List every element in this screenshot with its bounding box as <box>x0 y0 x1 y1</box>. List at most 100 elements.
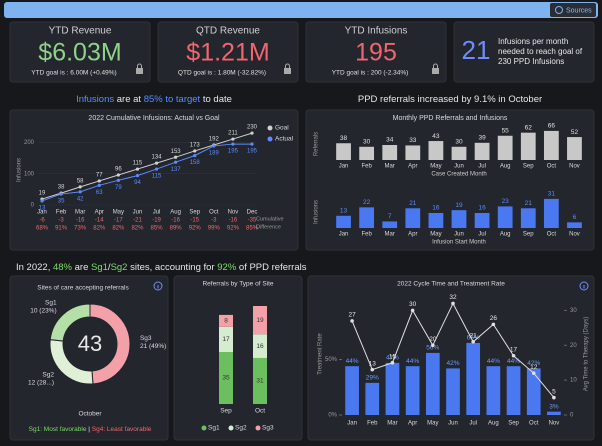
x-tick-label: Jun <box>448 421 458 427</box>
data-label: 26 <box>490 315 498 322</box>
data-label: 65% <box>467 335 480 342</box>
x-tick-label: Jan <box>339 232 349 238</box>
difference-label: -3 <box>58 218 64 224</box>
slice-label: 10 (23%) <box>30 307 56 314</box>
chart-title: 2022 Cycle Time and Treatment Rate <box>397 281 505 288</box>
x-tick-label: Dec <box>247 210 258 216</box>
donut-center: 43 <box>78 331 102 356</box>
y-tick-label: 200 <box>24 140 35 146</box>
bar <box>451 210 467 228</box>
panel <box>9 275 169 441</box>
lock-shackle <box>285 63 290 68</box>
data-label: 17 <box>222 336 230 343</box>
kpi-value: $1.21M <box>186 39 269 67</box>
bar <box>497 135 513 160</box>
kpi-title: YTD Infusions <box>345 26 408 37</box>
legend-label: Goal <box>275 125 289 132</box>
bar <box>359 207 375 228</box>
percent-label: 89% <box>170 226 183 232</box>
kpi-value: 195 <box>355 39 397 67</box>
data-label: 8 <box>224 318 228 325</box>
slice-name: Sg2 <box>42 371 54 378</box>
x-tick-label: Feb <box>361 232 372 238</box>
chart-subtitle: October <box>78 411 102 418</box>
difference-label: -21 <box>133 218 142 224</box>
bar <box>520 208 536 228</box>
y2-tick-label: 20 <box>570 343 577 349</box>
bar-segment <box>253 357 267 404</box>
headline-part: 48% <box>53 262 73 273</box>
x-tick-label: Jul <box>153 210 161 216</box>
point <box>40 199 44 203</box>
point <box>552 395 556 400</box>
data-label: 32 <box>449 294 457 301</box>
data-label: 12 <box>530 364 538 371</box>
headline-part: Infusions <box>76 94 114 105</box>
chart-title: Referrals by Type of Site <box>202 281 273 288</box>
x-tick-label: Jun <box>133 210 143 216</box>
bar-segment <box>253 334 267 358</box>
x-tick-label: Jan <box>347 421 357 427</box>
headline: In 2022, 48% are Sg1/Sg2 sites, accounti… <box>16 262 307 273</box>
x-tick-label: Jun <box>454 164 464 170</box>
data-label: 62 <box>525 124 533 131</box>
bar-segment <box>219 352 233 404</box>
x-tick-label: Jul <box>478 164 486 170</box>
data-label: 29% <box>366 375 379 382</box>
panel <box>305 21 447 83</box>
difference-label: -35 <box>248 218 257 224</box>
percent-label: 82% <box>93 226 106 232</box>
x-axis-label: Case Created Month <box>431 172 486 178</box>
point <box>78 190 82 194</box>
x-tick-label: Nov <box>228 210 239 216</box>
bar <box>359 146 375 160</box>
data-label: 42% <box>446 360 459 367</box>
point <box>491 322 496 327</box>
x-tick-label: Aug <box>170 210 181 216</box>
data-label: 31 <box>256 378 264 385</box>
point <box>154 161 159 165</box>
y-tick-label: 100 <box>24 171 35 177</box>
data-label: 6 <box>573 214 577 221</box>
difference-label: -15 <box>190 218 199 224</box>
point <box>212 144 216 148</box>
point <box>174 155 178 159</box>
data-label: 19 <box>256 317 264 324</box>
bar <box>425 352 440 415</box>
x-tick-label: Jan <box>37 210 47 216</box>
headline: PPD referrals increased by 9.1% in Octob… <box>358 94 542 105</box>
bar <box>405 366 420 415</box>
y2-tick-label: 10 <box>570 378 577 384</box>
point <box>410 308 415 313</box>
point <box>231 137 235 141</box>
data-label: 195 <box>247 149 258 155</box>
top-bar <box>4 2 598 18</box>
sources-label[interactable]: Sources <box>566 7 592 14</box>
data-label: 13 <box>340 208 348 215</box>
percent-label: 82% <box>131 226 144 232</box>
point <box>350 319 354 323</box>
slice-label: 12 (28...) <box>28 379 54 386</box>
headline-part: 85% to target <box>144 94 201 105</box>
data-label: 7 <box>388 213 392 220</box>
bar <box>428 141 444 160</box>
x-tick-label: Feb <box>361 164 372 170</box>
slice-name: Sg1 <box>45 299 57 306</box>
percent-label: 73% <box>74 226 87 232</box>
point <box>154 167 159 171</box>
data-label: 58 <box>77 178 84 184</box>
panel <box>173 275 303 441</box>
data-label: 16 <box>478 205 486 212</box>
y2-tick-label: 0 <box>570 413 574 419</box>
point <box>390 360 395 365</box>
lock-shackle <box>137 63 142 68</box>
headline-part: are at <box>114 94 144 105</box>
data-label: 42 <box>77 196 84 202</box>
bar <box>382 145 398 160</box>
sources-button[interactable] <box>550 3 596 17</box>
y-tick-label: 0 <box>31 203 35 209</box>
y-axis-label: Referrals <box>314 132 320 156</box>
x-tick-label: Jan <box>339 164 349 170</box>
difference-label: -14 <box>95 218 104 224</box>
